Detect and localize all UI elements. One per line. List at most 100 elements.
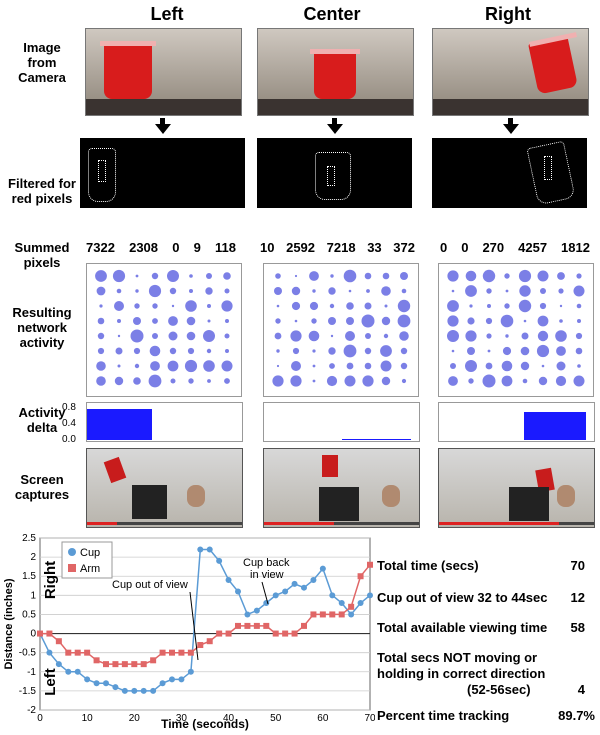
network-node (536, 344, 550, 358)
network-node (330, 334, 334, 338)
network-node (326, 375, 338, 387)
network-node (380, 360, 392, 372)
network-node (447, 300, 459, 312)
network-node (133, 347, 141, 355)
stat-total-time-value: 70 (570, 558, 585, 573)
network-node (224, 288, 230, 294)
x-tick-label: 20 (129, 713, 141, 724)
network-node (99, 304, 103, 308)
cup-point (216, 557, 223, 564)
network-node (167, 270, 179, 282)
stat-percent-value: 89.7% (558, 708, 595, 723)
y-tick-label: -0.5 (19, 648, 37, 659)
network-node (400, 272, 408, 280)
arm-point (244, 622, 251, 629)
network-node (556, 346, 566, 356)
network-node (188, 378, 194, 384)
network-node (207, 304, 211, 308)
network-node (114, 376, 124, 386)
camera-image-left (85, 28, 242, 116)
network-node (577, 319, 581, 323)
network-node (203, 360, 215, 372)
network-node (501, 360, 513, 372)
network-node (485, 317, 493, 325)
cup-point (329, 592, 336, 599)
network-node (451, 289, 455, 293)
cup-point (131, 687, 138, 694)
network-node (114, 301, 124, 311)
network-node (537, 315, 549, 327)
x-tick-label: 70 (364, 713, 375, 724)
network-node (465, 270, 477, 282)
arm-point (206, 638, 213, 645)
x-tick-label: 30 (176, 713, 188, 724)
arm-point (216, 630, 223, 637)
row-label-summed: Summed pixels (14, 240, 70, 270)
network-activity-center (263, 263, 419, 397)
network-node (224, 333, 230, 339)
y-tick-label: 0.5 (22, 609, 36, 620)
network-node (329, 363, 335, 369)
network-node (467, 347, 475, 355)
person (187, 485, 205, 507)
network-node (187, 347, 195, 355)
network-node (364, 302, 372, 310)
x-tick-label: 0 (37, 713, 43, 724)
network-node (557, 272, 565, 280)
network-node (96, 361, 106, 371)
cup-point (187, 668, 194, 675)
legend-cup-label: Cup (80, 547, 100, 559)
cup-point (140, 687, 147, 694)
network-node (539, 302, 547, 310)
network-node (364, 362, 372, 370)
cup-point (169, 676, 175, 683)
network-node (518, 269, 532, 283)
red-cup (103, 456, 127, 484)
x-tick-label: 50 (270, 713, 282, 724)
network-node (343, 344, 357, 358)
network-node (465, 285, 477, 297)
network-node (447, 270, 459, 282)
network-node (469, 304, 473, 308)
network-node (312, 349, 316, 353)
network-node (382, 272, 390, 280)
cup-point (253, 607, 260, 614)
network-node (97, 332, 105, 340)
arm-point (46, 630, 53, 637)
network-node (346, 302, 354, 310)
cup-point (112, 684, 119, 691)
network-node (207, 379, 211, 383)
cup-point (244, 611, 251, 618)
network-node (556, 361, 566, 371)
y-tick-label: 1.5 (22, 571, 36, 582)
arm-point (367, 561, 373, 568)
network-node (294, 274, 298, 278)
column-title-center: Center (303, 4, 361, 24)
network-node (221, 360, 233, 372)
network-node (291, 301, 301, 311)
arm-point (169, 649, 175, 656)
annotation-cup-back-line2: in view (250, 569, 284, 581)
network-node (380, 345, 392, 357)
stat-out-of-view-value: 12 (570, 590, 585, 605)
arm-point (37, 630, 43, 637)
legend-cup-marker (68, 548, 76, 556)
network-node (133, 317, 141, 325)
y-tick-label: 1 (30, 590, 36, 601)
network-node (225, 319, 229, 323)
arm-point (338, 611, 345, 618)
network-node (130, 329, 144, 343)
network-node (203, 330, 215, 342)
network-node (383, 333, 389, 339)
x-ticks: 0 10 20 30 40 50 60 70 (37, 713, 375, 724)
arm-point (329, 611, 336, 618)
network-node (559, 304, 563, 308)
network-node (451, 349, 455, 353)
network-node (486, 288, 492, 294)
x-tick-label: 60 (317, 713, 329, 724)
cup-point (55, 661, 62, 668)
network-node (309, 271, 319, 281)
network-node (152, 303, 158, 309)
network-node (521, 332, 529, 340)
